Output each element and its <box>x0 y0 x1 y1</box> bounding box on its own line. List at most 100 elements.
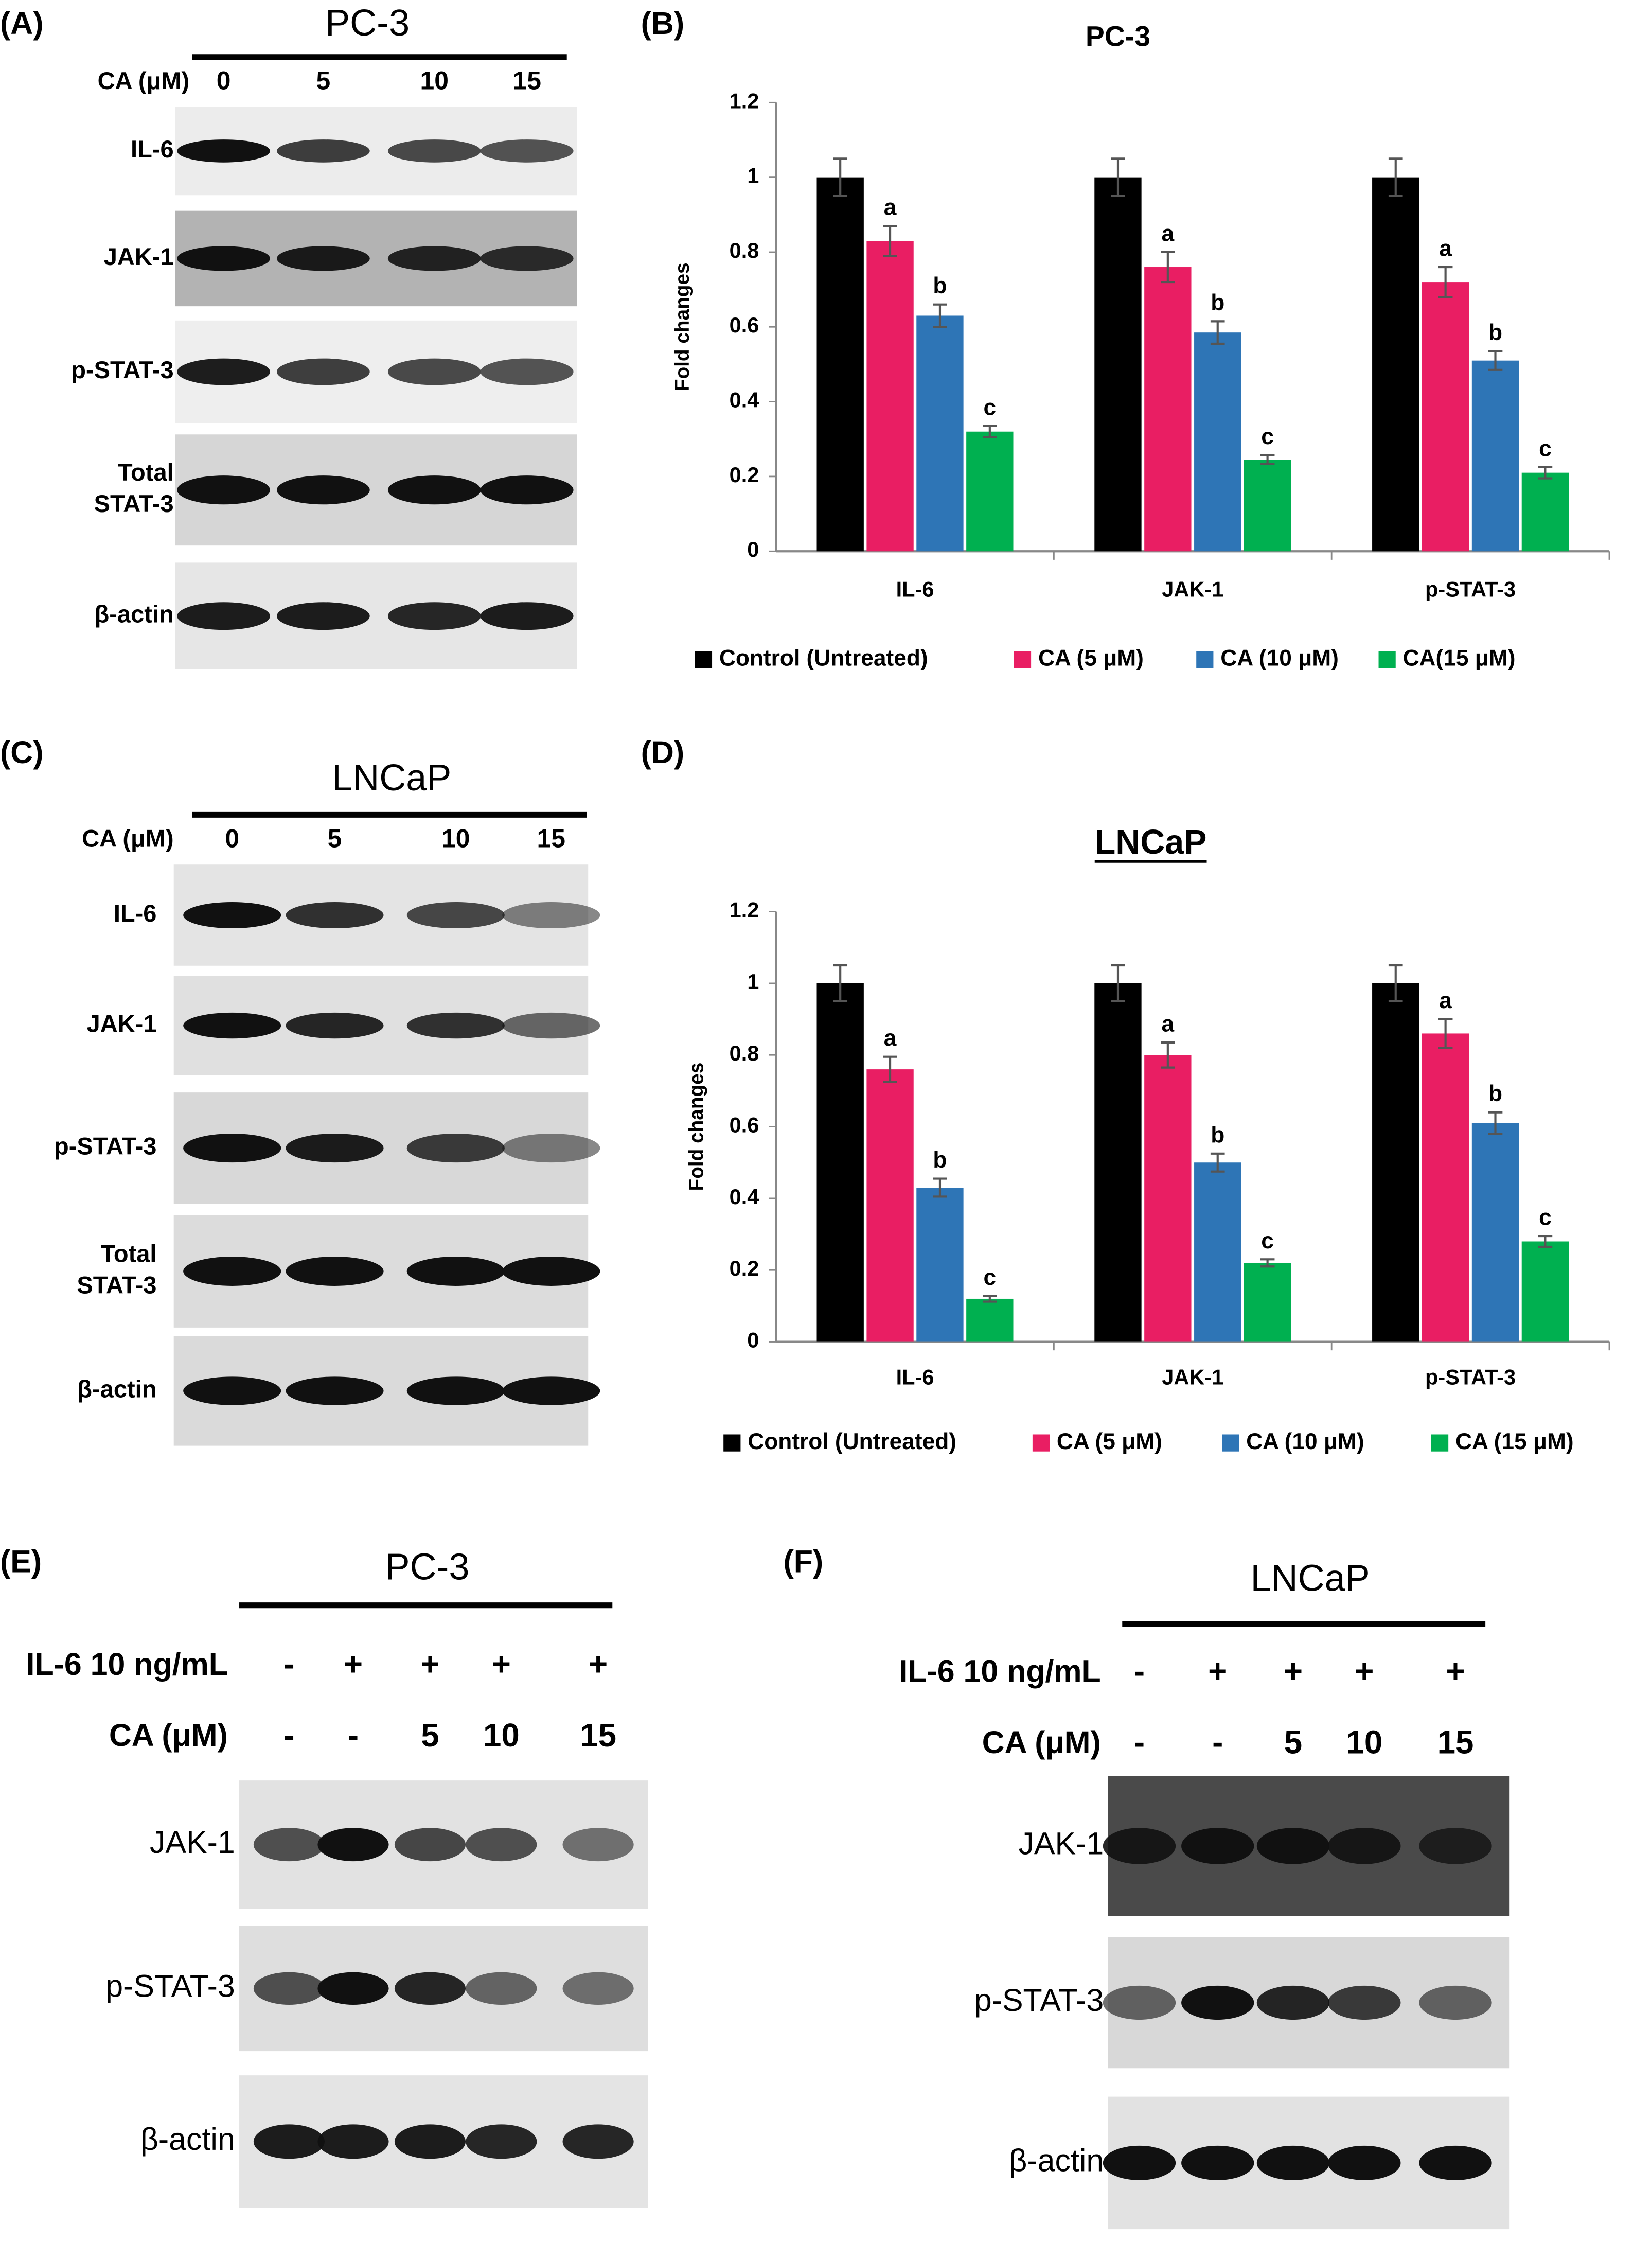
blot-band <box>183 1134 281 1163</box>
band-label: β-actin <box>77 1375 156 1402</box>
band-label: p-STAT-3 <box>54 1133 157 1160</box>
band-label: STAT-3 <box>77 1271 156 1298</box>
blot-band <box>502 1012 600 1039</box>
legend-swatch <box>1378 651 1396 668</box>
lane-label: 10 <box>441 824 470 853</box>
panel-label: (A) <box>0 6 44 41</box>
treatment-label: IL-6 10 ng/mL <box>899 1654 1100 1689</box>
x-tick-label: IL-6 <box>896 577 934 602</box>
blot-band <box>317 1972 389 2005</box>
treatment-label: CA (μM) <box>982 1725 1101 1760</box>
blot-band <box>317 1828 389 1862</box>
treatment-label: CA (μM) <box>98 67 190 94</box>
lane-label: 15 <box>537 824 565 853</box>
blot-band <box>562 2124 634 2159</box>
lane-label: 10 <box>483 1717 520 1754</box>
significance-label: a <box>1162 221 1175 246</box>
significance-label: c <box>1539 436 1552 461</box>
treatment-label: IL-6 10 ng/mL <box>26 1647 228 1682</box>
lane-label: 15 <box>580 1717 616 1754</box>
bar <box>1244 460 1291 552</box>
bar <box>1521 1241 1569 1342</box>
blot-band <box>480 139 574 163</box>
bar <box>816 983 864 1342</box>
blot-band <box>1103 2145 1176 2180</box>
y-tick-label: 0.6 <box>730 1113 759 1137</box>
bar <box>1471 360 1519 552</box>
blot-band <box>387 139 481 163</box>
legend-swatch <box>1431 1434 1449 1452</box>
y-tick-label: 0 <box>747 1328 759 1352</box>
blot-band <box>177 475 270 505</box>
blot-band <box>253 1828 325 1862</box>
lane-label: + <box>1284 1653 1303 1689</box>
legend-label: CA (5 μM) <box>1038 645 1144 670</box>
x-tick-label: JAK-1 <box>1162 577 1223 602</box>
y-tick-label: 0.6 <box>730 313 759 337</box>
bar <box>1094 177 1142 552</box>
band-label: JAK-1 <box>104 243 174 270</box>
lane-label: - <box>1212 1724 1223 1761</box>
blot-band <box>502 902 600 929</box>
lane-label: + <box>1355 1653 1374 1689</box>
blot-band <box>1328 1828 1401 1864</box>
significance-label: c <box>984 395 997 420</box>
lane-label: + <box>344 1646 363 1682</box>
blot-band <box>276 475 370 505</box>
band-label: IL-6 <box>131 135 174 163</box>
bar <box>1422 282 1469 552</box>
bar <box>916 1188 964 1342</box>
lane-label: + <box>1208 1653 1227 1689</box>
blot-band <box>387 475 481 505</box>
blot-band <box>502 1376 600 1405</box>
lane-label: 5 <box>421 1717 439 1754</box>
blot-band <box>480 358 574 385</box>
blot-band <box>183 1376 281 1405</box>
bar <box>1144 267 1192 552</box>
lane-label: 15 <box>1437 1724 1474 1761</box>
band-label: Total <box>101 1240 157 1267</box>
blot-band <box>276 602 370 630</box>
bar <box>1094 983 1142 1342</box>
significance-label: c <box>1539 1205 1552 1230</box>
legend-swatch <box>695 651 713 668</box>
legend-label: CA(15 μM) <box>1403 645 1516 670</box>
blot-band <box>406 1134 505 1163</box>
blot-band <box>466 2124 537 2159</box>
bar <box>1372 983 1419 1342</box>
bar <box>966 1298 1014 1342</box>
blot-band <box>183 902 281 929</box>
panel-label: (D) <box>641 735 685 770</box>
treatment-label: CA (μM) <box>82 825 174 852</box>
y-tick-label: 0.4 <box>730 388 759 412</box>
bar <box>1194 1162 1241 1342</box>
bar <box>916 315 964 552</box>
lane-label: 10 <box>420 66 449 95</box>
lane-label: 15 <box>512 66 541 95</box>
blot-band <box>1103 1985 1176 2020</box>
lane-label: 10 <box>1346 1724 1382 1761</box>
y-axis-label: Fold changes <box>671 262 694 391</box>
band-label: IL-6 <box>114 899 157 927</box>
bar <box>1244 1263 1291 1342</box>
blot-band <box>276 358 370 385</box>
legend-swatch <box>723 1434 741 1452</box>
blot-band <box>286 1257 384 1286</box>
significance-label: c <box>1261 424 1274 449</box>
legend-swatch <box>1032 1434 1050 1452</box>
blot-band <box>276 139 370 163</box>
significance-label: b <box>1488 320 1502 345</box>
blot-band <box>253 2124 325 2159</box>
chart-title: LNCaP <box>1095 823 1207 861</box>
x-tick-label: JAK-1 <box>1162 1365 1223 1389</box>
blot-band <box>387 358 481 385</box>
bar <box>866 1069 914 1342</box>
blot-band <box>1256 1828 1330 1864</box>
bar <box>1422 1033 1469 1342</box>
bar <box>1194 332 1241 552</box>
blot-band <box>183 1257 281 1286</box>
blot-band <box>177 246 270 271</box>
band-label: β-actin <box>140 2122 235 2157</box>
